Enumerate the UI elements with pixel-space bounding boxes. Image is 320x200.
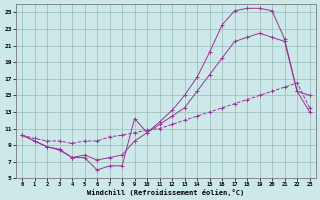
X-axis label: Windchill (Refroidissement éolien,°C): Windchill (Refroidissement éolien,°C) bbox=[87, 189, 244, 196]
